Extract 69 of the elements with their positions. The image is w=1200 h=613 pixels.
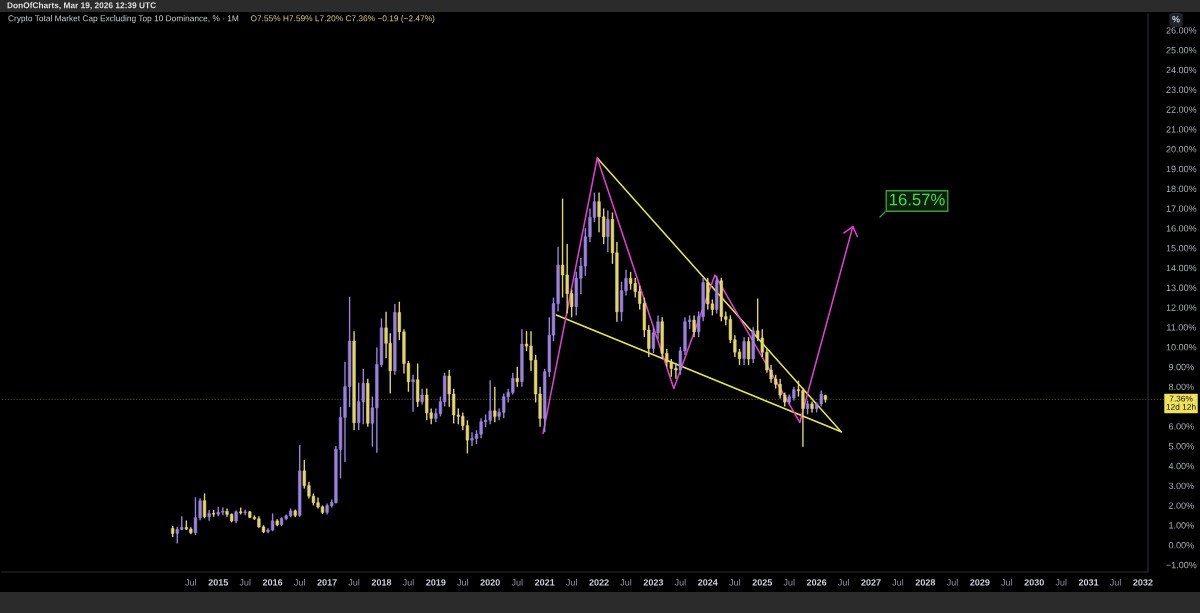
y-tick-label: 3.00% — [1168, 482, 1194, 490]
x-tick-label: 2026 — [806, 579, 827, 586]
y-tick-label: 11.00% — [1167, 324, 1196, 331]
y-tick-label: 2.00% — [1168, 502, 1194, 509]
x-tick-label: 2030 — [1024, 579, 1044, 586]
x-tick-label: Jul — [294, 578, 305, 586]
x-tick-label: 2032 — [1133, 579, 1153, 586]
y-tick-label: 18.00% — [1166, 185, 1197, 193]
x-tick-label: 2019 — [426, 579, 446, 586]
y-tick-label: 17.00% — [1166, 205, 1197, 212]
x-tick-label: 2018 — [371, 579, 392, 586]
y-tick-label: 0.00% — [1168, 542, 1194, 549]
y-tick-label: 26.00% — [1166, 27, 1197, 34]
y-tick-label: 23.00% — [1166, 86, 1197, 93]
y-tick-label: 21.00% — [1166, 126, 1197, 133]
x-tick-label: 2029 — [970, 579, 990, 586]
x-tick-label: 2015 — [208, 579, 229, 586]
x-tick-label: 2020 — [480, 579, 500, 586]
y-tick-label: 15.00% — [1166, 245, 1197, 252]
x-tick-label: 2025 — [752, 579, 773, 586]
y-tick-label: 5.00% — [1168, 443, 1194, 450]
x-tick-label: Jul — [946, 578, 958, 586]
x-tick-label: Jul — [348, 578, 360, 586]
x-tick-label: Jul — [239, 578, 251, 586]
x-tick-label: Jul — [892, 578, 904, 586]
x-tick-label: 2027 — [861, 579, 881, 586]
y-tick-label: 19.00% — [1166, 165, 1197, 173]
x-tick-label: Jul — [1055, 578, 1067, 586]
x-tick-label: 2016 — [262, 579, 283, 586]
x-tick-label: Jul — [837, 578, 849, 586]
y-tick-label: 1.00% — [1169, 522, 1194, 529]
x-tick-label: 2028 — [915, 579, 936, 586]
x-tick-label: Jul — [566, 578, 577, 586]
x-tick-label: Jul — [729, 578, 741, 586]
x-tick-label: Jul — [511, 578, 523, 586]
y-tick-label: 25.00% — [1166, 47, 1197, 54]
x-tick-label: 2023 — [643, 579, 664, 586]
y-tick-label: 24.00% — [1166, 66, 1197, 74]
x-tick-label: 2021 — [534, 579, 555, 586]
x-tick-label: Jul — [1109, 578, 1121, 586]
y-tick-label: 8.00% — [1168, 383, 1194, 391]
x-tick-label: Jul — [620, 578, 632, 586]
x-tick-label: 2017 — [317, 579, 337, 586]
annotation: 16.57% — [890, 193, 945, 206]
y-tick-label: 16.00% — [1166, 225, 1197, 232]
chart-title: Crypto Total Market Cap Excluding Top 10 Dominance, % · 1M — [8, 15, 239, 23]
chart-subtitle: O7.55% H7.59% L7.20% C7.36% −0.19 (−2.47%) — [250, 15, 435, 23]
y-tick-label: 6.00% — [1168, 423, 1194, 430]
y-tick-label: 4.00% — [1168, 462, 1194, 470]
x-tick-label: 2022 — [589, 579, 609, 586]
x-tick-label: Jul — [457, 578, 468, 586]
x-tick-label: Jul — [185, 578, 197, 586]
ref-line-label: 7.36% 12d 12h — [1166, 395, 1196, 410]
x-tick-label: 2031 — [1078, 579, 1099, 586]
y-tick-label: −1.00% — [1166, 561, 1197, 569]
y-tick-label: 14.00% — [1166, 264, 1197, 272]
y-tick-label: 20.00% — [1166, 146, 1197, 153]
x-tick-label: Jul — [402, 578, 414, 586]
y-axis-title: % — [1172, 16, 1180, 23]
y-tick-label: 10.00% — [1166, 344, 1197, 351]
y-tick-label: 22.00% — [1166, 106, 1197, 113]
x-tick-label: 2024 — [698, 579, 718, 586]
text: DonOfCharts, Mar 19, 2026 12:39 UTC — [7, 2, 156, 10]
y-tick-label: 12.00% — [1166, 304, 1197, 311]
x-tick-label: Jul — [1001, 578, 1012, 586]
x-tick-label: Jul — [674, 578, 686, 586]
x-tick-label: Jul — [783, 578, 795, 586]
y-tick-label: 9.00% — [1168, 363, 1194, 371]
y-tick-label: 13.00% — [1166, 284, 1197, 292]
